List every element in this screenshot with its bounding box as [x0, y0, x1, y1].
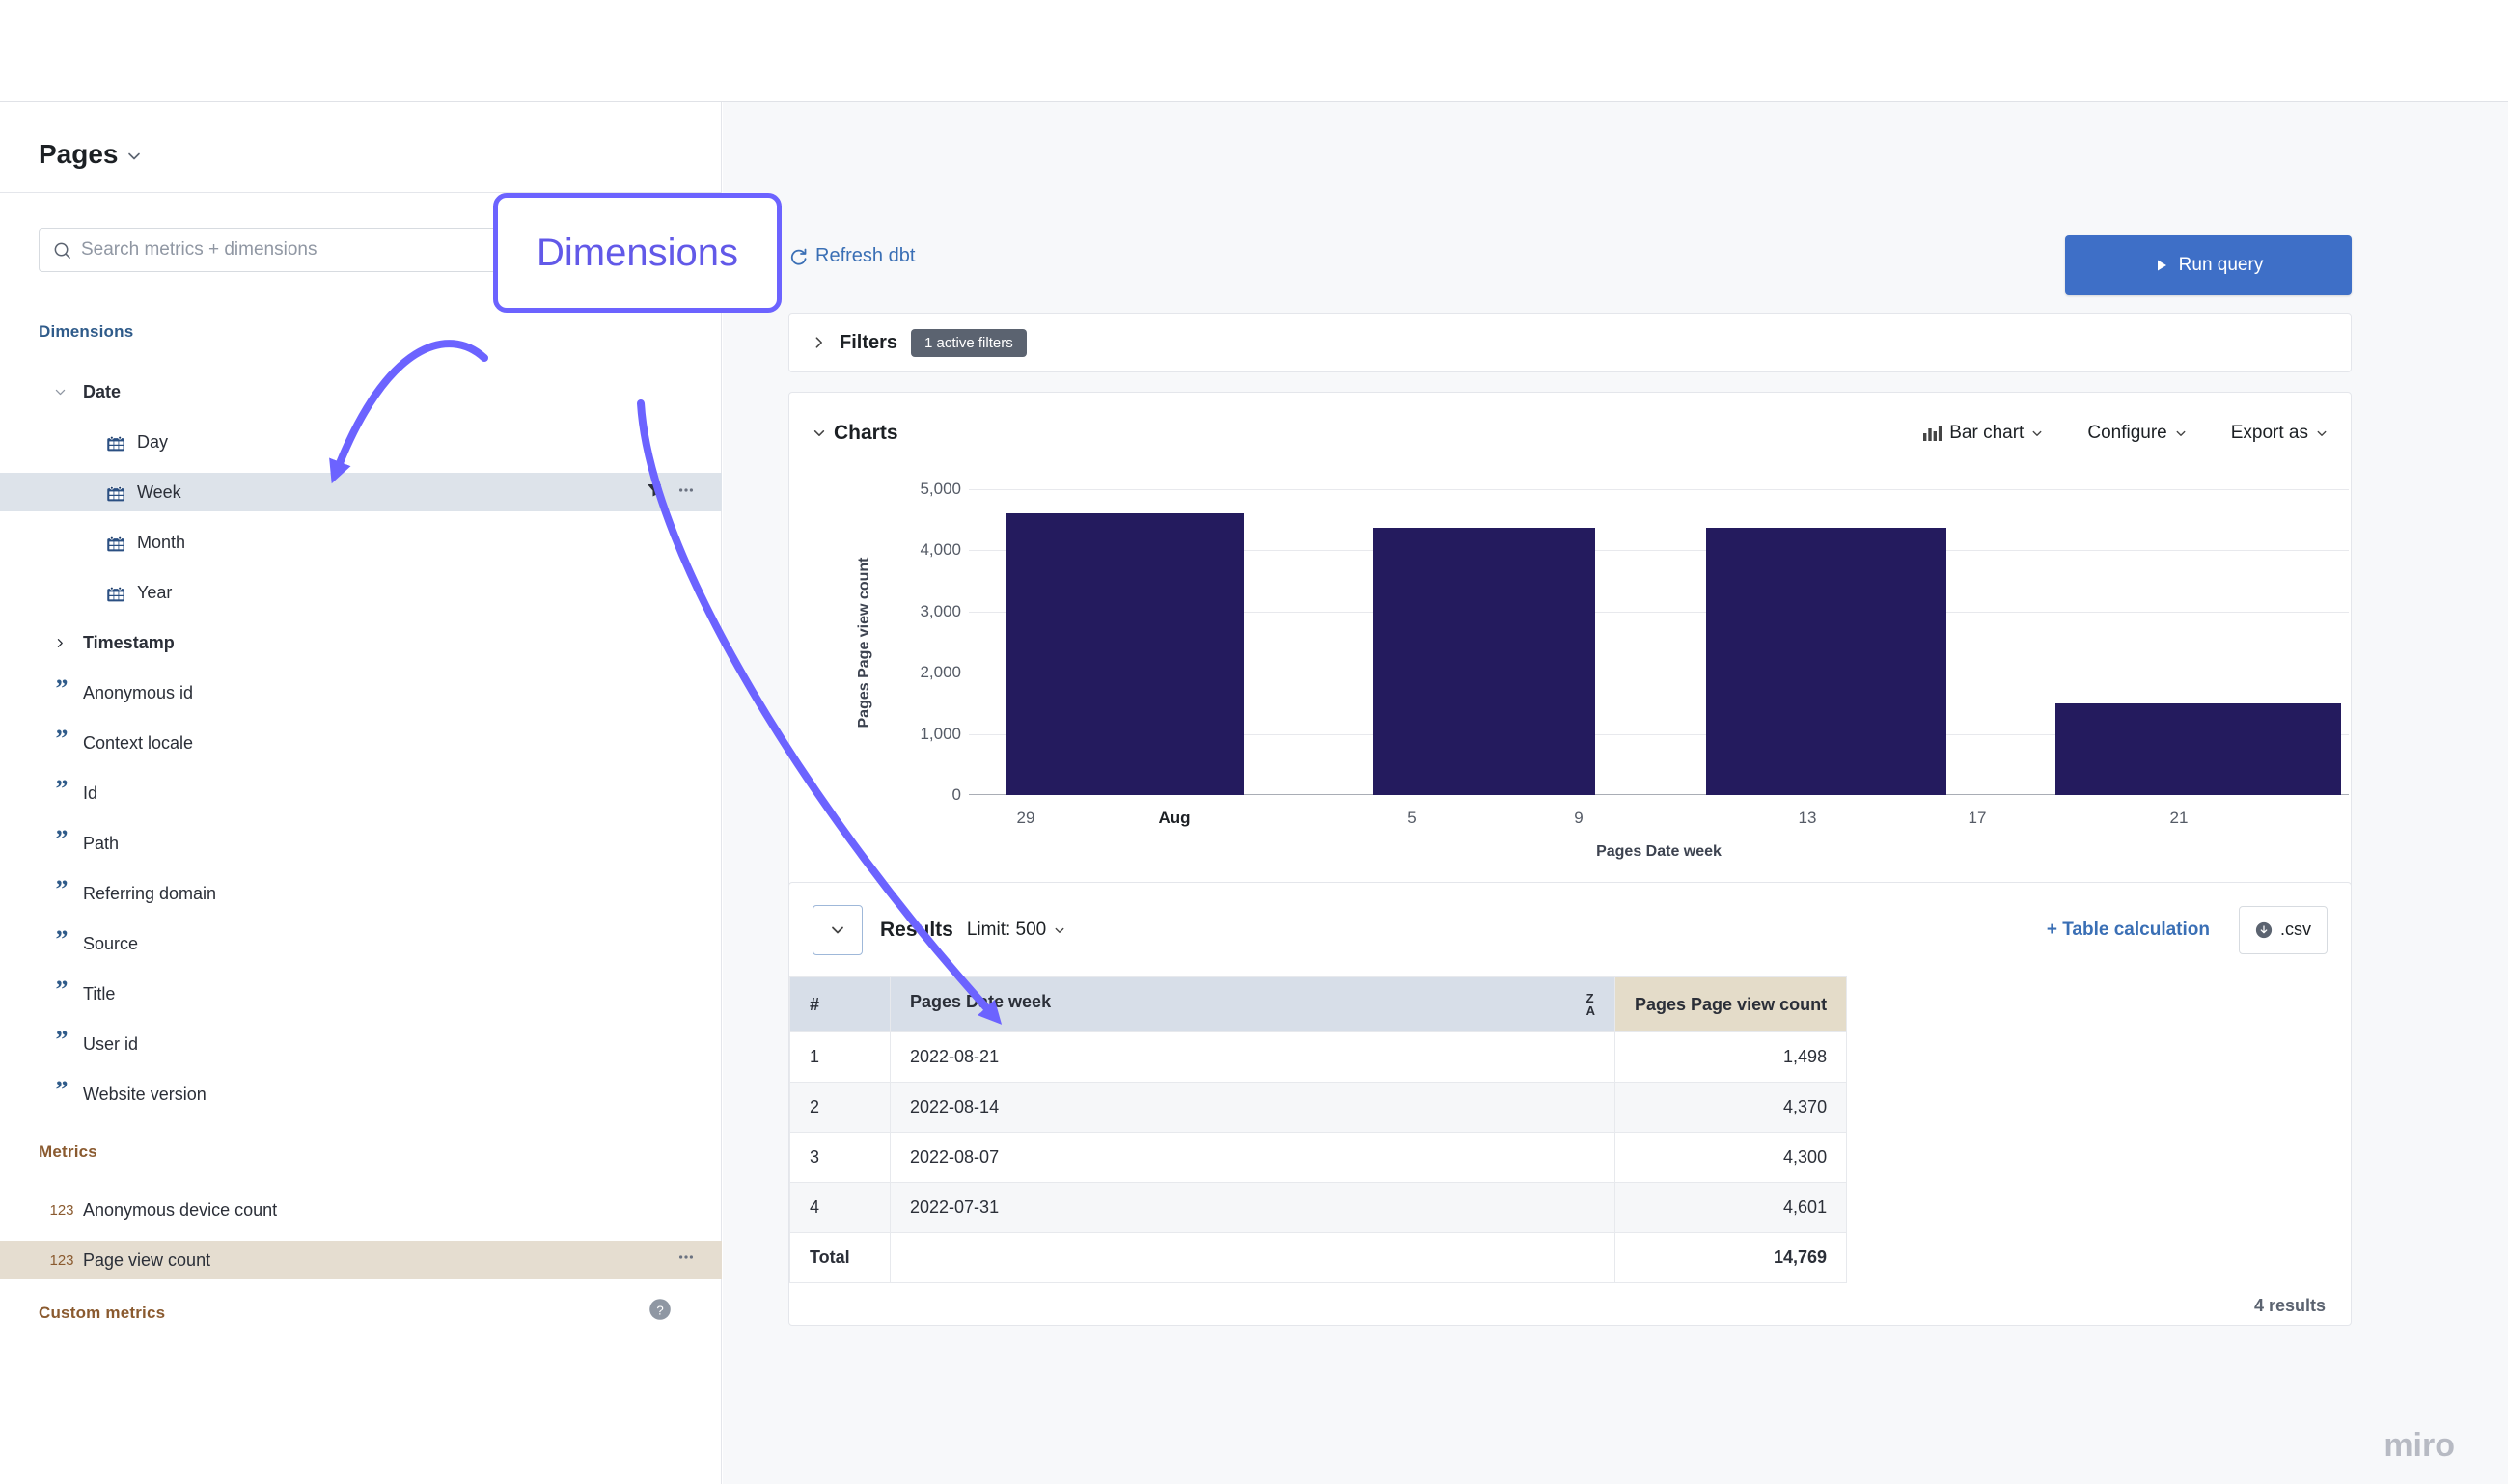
- svg-text:?: ?: [656, 1303, 663, 1317]
